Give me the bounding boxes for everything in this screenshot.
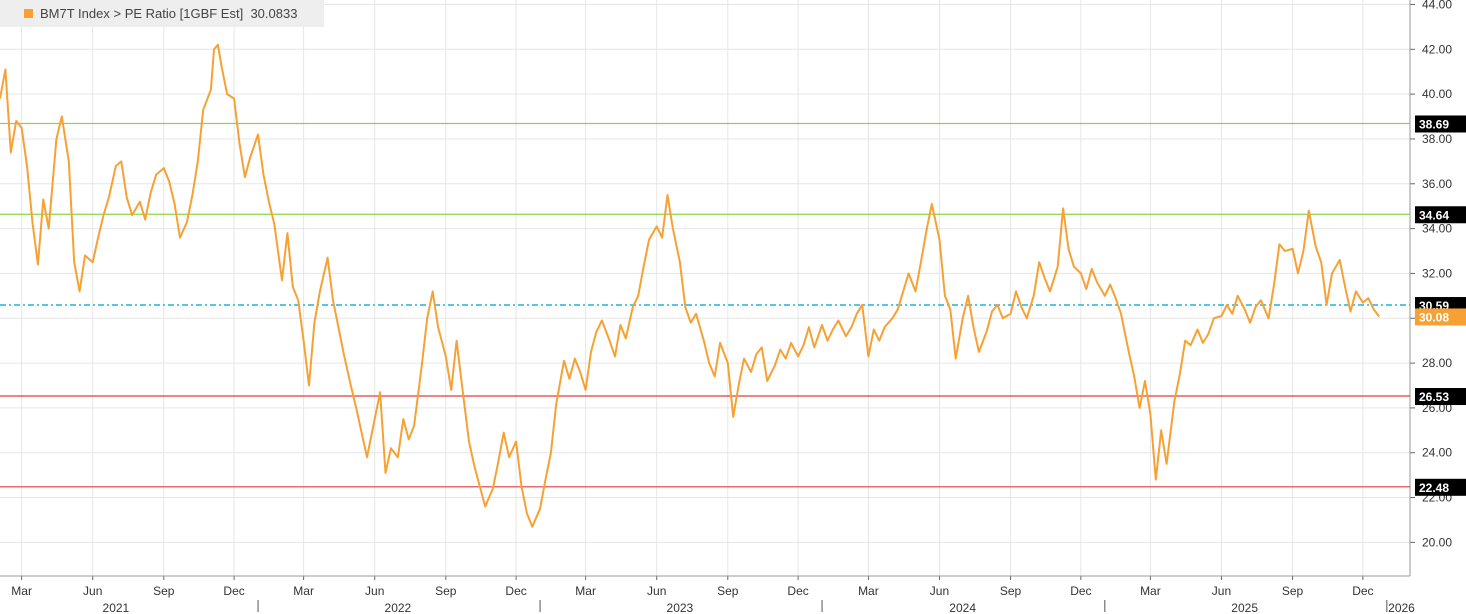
reference-label: 26.53 bbox=[1415, 388, 1466, 406]
x-month-label: Mar bbox=[293, 584, 314, 598]
reference-label-text: 38.69 bbox=[1419, 117, 1449, 131]
y-tick-label: 28.00 bbox=[1422, 356, 1452, 370]
x-month-label: Sep bbox=[435, 584, 457, 598]
legend-separator: > bbox=[110, 6, 125, 21]
legend-arrow: > bbox=[113, 6, 122, 21]
x-month-label: Jun bbox=[365, 584, 384, 598]
x-month-label: Mar bbox=[11, 584, 32, 598]
pe-ratio-line bbox=[0, 43, 1380, 528]
legend-swatch bbox=[24, 9, 33, 18]
x-month-label: Sep bbox=[717, 584, 739, 598]
x-month-label: Dec bbox=[223, 584, 244, 598]
y-tick-label: 42.00 bbox=[1422, 42, 1452, 56]
x-year-label: 2022 bbox=[385, 601, 412, 614]
last-value-label: 30.08 bbox=[1415, 308, 1466, 326]
x-month-label: Jun bbox=[647, 584, 666, 598]
x-month-label: Dec bbox=[505, 584, 526, 598]
y-tick-label: 32.00 bbox=[1422, 266, 1452, 280]
x-year-label: 2023 bbox=[667, 601, 694, 614]
x-month-label: Dec bbox=[787, 584, 808, 598]
x-month-label: Jun bbox=[83, 584, 102, 598]
reference-label-box bbox=[1415, 388, 1466, 406]
y-tick-label: 24.00 bbox=[1422, 446, 1452, 460]
last-value-text: 30.08 bbox=[1419, 310, 1449, 324]
y-tick-label: 34.00 bbox=[1422, 222, 1452, 236]
y-tick-label: 40.00 bbox=[1422, 87, 1452, 101]
reference-label: 38.69 bbox=[1415, 115, 1466, 133]
x-month-label: Mar bbox=[575, 584, 596, 598]
x-month-label: Sep bbox=[153, 584, 175, 598]
x-month-label: Dec bbox=[1070, 584, 1091, 598]
x-month-label: Jun bbox=[930, 584, 949, 598]
series-layer bbox=[0, 43, 1380, 528]
x-year-label: 2026 bbox=[1388, 601, 1415, 614]
y-tick-label: 38.00 bbox=[1422, 132, 1452, 146]
legend-last-value: 30.0833 bbox=[250, 6, 298, 21]
x-month-label: Sep bbox=[1282, 584, 1304, 598]
reference-label-text: 34.64 bbox=[1419, 208, 1449, 222]
reference-label-text: 26.53 bbox=[1419, 390, 1449, 404]
gridlines bbox=[0, 0, 1410, 576]
legend-field: PE Ratio [1GBF Est] bbox=[124, 6, 244, 21]
y-tick-label: 20.00 bbox=[1422, 535, 1452, 549]
reference-label: 22.48 bbox=[1415, 478, 1466, 496]
reference-label-box bbox=[1415, 206, 1466, 224]
reference-label-text: 22.48 bbox=[1419, 481, 1449, 495]
x-year-label: 2021 bbox=[103, 601, 130, 614]
x-month-label: Mar bbox=[1140, 584, 1161, 598]
reference-label: 34.64 bbox=[1415, 206, 1466, 224]
x-year-label: 2024 bbox=[949, 601, 976, 614]
legend: BM7T Index > PE Ratio [1GBF Est] 30.0833 bbox=[0, 0, 324, 27]
last-value-box bbox=[1415, 308, 1466, 326]
reference-label-box bbox=[1415, 478, 1466, 496]
legend-ticker: BM7T Index bbox=[40, 6, 110, 21]
x-month-label: Mar bbox=[858, 584, 879, 598]
x-month-label: Sep bbox=[1000, 584, 1022, 598]
reference-lines bbox=[0, 122, 1410, 488]
x-month-label: Jun bbox=[1212, 584, 1231, 598]
y-tick-label: 36.00 bbox=[1422, 177, 1452, 191]
reference-label-box bbox=[1415, 115, 1466, 133]
legend-gap bbox=[243, 6, 250, 21]
y-tick-label: 44.00 bbox=[1422, 0, 1452, 11]
x-month-label: Dec bbox=[1352, 584, 1373, 598]
x-year-label: 2025 bbox=[1231, 601, 1258, 614]
